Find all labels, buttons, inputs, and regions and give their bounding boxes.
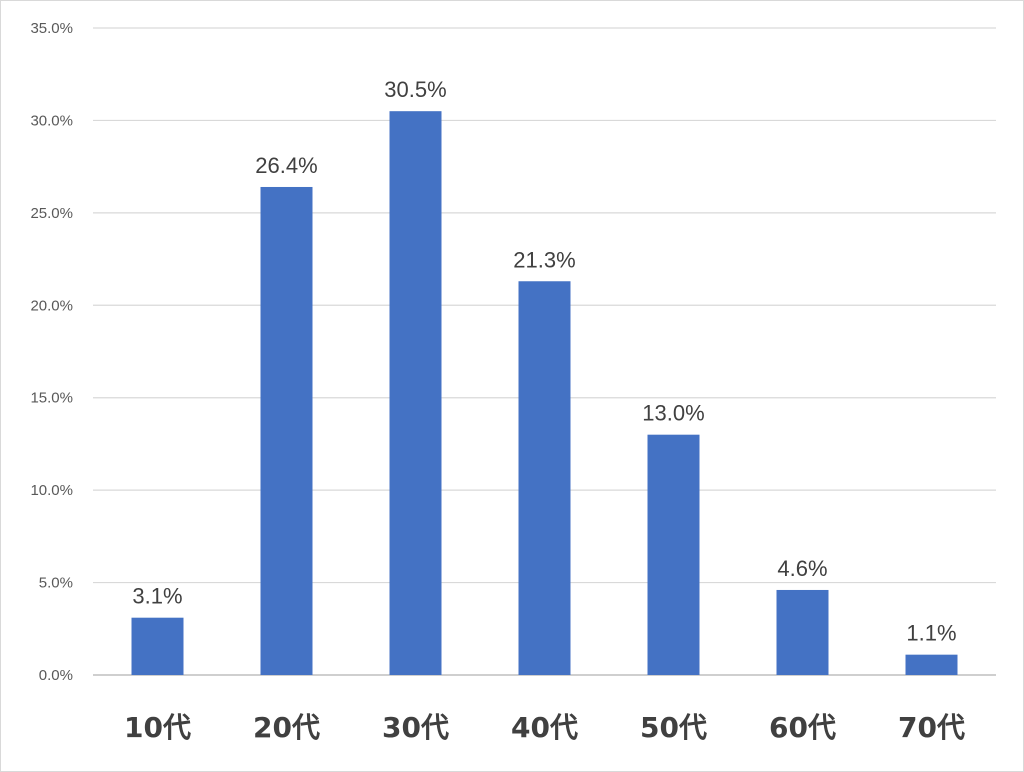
- y-tick-label: 5.0%: [39, 575, 73, 592]
- bar: [389, 111, 442, 675]
- data-label: 21.3%: [513, 247, 575, 272]
- y-tick-label: 25.0%: [30, 205, 73, 222]
- bar: [776, 589, 829, 675]
- bar: [131, 617, 184, 675]
- y-tick-label: 10.0%: [30, 482, 73, 499]
- data-label: 13.0%: [642, 401, 704, 426]
- x-tick-label: 70代: [898, 711, 965, 744]
- x-tick-label: 30代: [382, 711, 449, 744]
- y-tick-label: 30.0%: [30, 112, 73, 129]
- bar: [647, 434, 700, 675]
- y-tick-label: 15.0%: [30, 390, 73, 407]
- data-label: 1.1%: [906, 621, 956, 646]
- x-tick-label: 50代: [640, 711, 707, 744]
- y-tick-label: 0.0%: [39, 667, 73, 684]
- x-tick-label: 60代: [769, 711, 836, 744]
- data-label: 3.1%: [132, 584, 182, 609]
- x-tick-label: 10代: [124, 711, 191, 744]
- bar: [260, 186, 313, 675]
- x-tick-label: 40代: [511, 711, 578, 744]
- data-label: 26.4%: [255, 153, 317, 178]
- y-tick-label: 20.0%: [30, 297, 73, 314]
- bar: [905, 654, 958, 675]
- bar: [518, 281, 571, 675]
- x-tick-label: 20代: [253, 711, 320, 744]
- data-label: 4.6%: [777, 556, 827, 581]
- y-tick-label: 35.0%: [30, 20, 73, 37]
- data-label: 30.5%: [384, 77, 446, 102]
